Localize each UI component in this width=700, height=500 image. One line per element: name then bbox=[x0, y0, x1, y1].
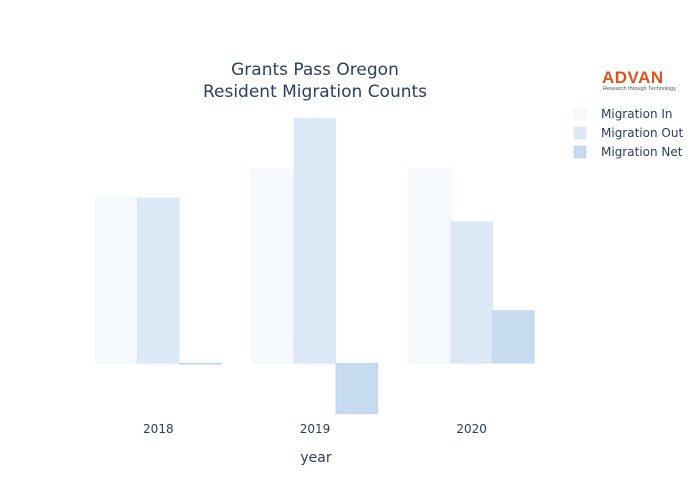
x-tick-label-2020: 2020 bbox=[456, 422, 487, 436]
chart-title-line-1: Grants Pass Oregon bbox=[231, 60, 399, 80]
x-tick-label-2019: 2019 bbox=[300, 422, 331, 436]
bar-migration-net-2020 bbox=[492, 310, 535, 364]
bar-migration-out-2018 bbox=[137, 197, 180, 364]
advan-logo-wordmark: ADVAN bbox=[602, 68, 664, 87]
x-axis-title: year bbox=[300, 450, 331, 466]
legend-swatch-migration-out[interactable] bbox=[573, 126, 587, 140]
legend-swatch-migration-net[interactable] bbox=[573, 145, 587, 159]
advan-logo-tagline: Research through Technology bbox=[603, 86, 676, 92]
legend-label-migration-net[interactable]: Migration Net bbox=[601, 145, 683, 159]
advan-logo: ADVAN Research through Technology bbox=[602, 68, 676, 92]
bar-migration-net-2018 bbox=[178, 362, 222, 365]
x-tick-labels: 2018 2019 2020 bbox=[143, 422, 487, 436]
x-tick-label-2018: 2018 bbox=[143, 422, 174, 436]
bar-migration-in-2018 bbox=[95, 197, 138, 364]
legend-label-migration-in[interactable]: Migration In bbox=[601, 107, 673, 121]
bars-group bbox=[95, 118, 535, 415]
bar-migration-in-2019 bbox=[252, 168, 295, 364]
bar-migration-out-2020 bbox=[450, 221, 493, 364]
bar-migration-in-2020 bbox=[408, 168, 452, 364]
legend: Migration In Migration Out Migration Net bbox=[573, 107, 683, 159]
legend-label-migration-out[interactable]: Migration Out bbox=[601, 126, 683, 140]
legend-swatch-migration-in[interactable] bbox=[573, 107, 587, 121]
bar-migration-net-2019 bbox=[335, 362, 378, 415]
bar-migration-out-2019 bbox=[293, 118, 337, 364]
chart-title-line-2: Resident Migration Counts bbox=[203, 82, 427, 102]
chart-title: Grants Pass Oregon Resident Migration Co… bbox=[203, 60, 427, 102]
